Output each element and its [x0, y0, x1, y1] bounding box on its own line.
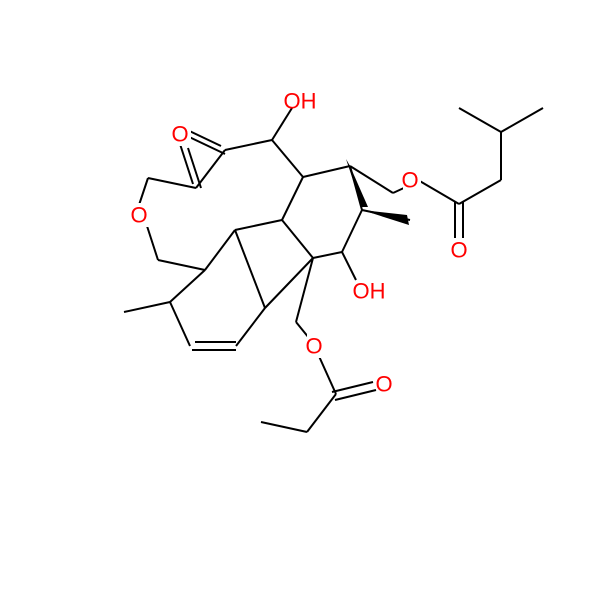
svg-text:O: O	[305, 334, 322, 359]
svg-text:O: O	[171, 122, 188, 147]
svg-text:O: O	[450, 238, 467, 263]
svg-text:O: O	[375, 372, 392, 397]
svg-text:OH: OH	[284, 89, 317, 114]
svg-text:OH: OH	[353, 279, 386, 304]
svg-text:O: O	[401, 168, 418, 193]
svg-text:O: O	[130, 203, 147, 228]
